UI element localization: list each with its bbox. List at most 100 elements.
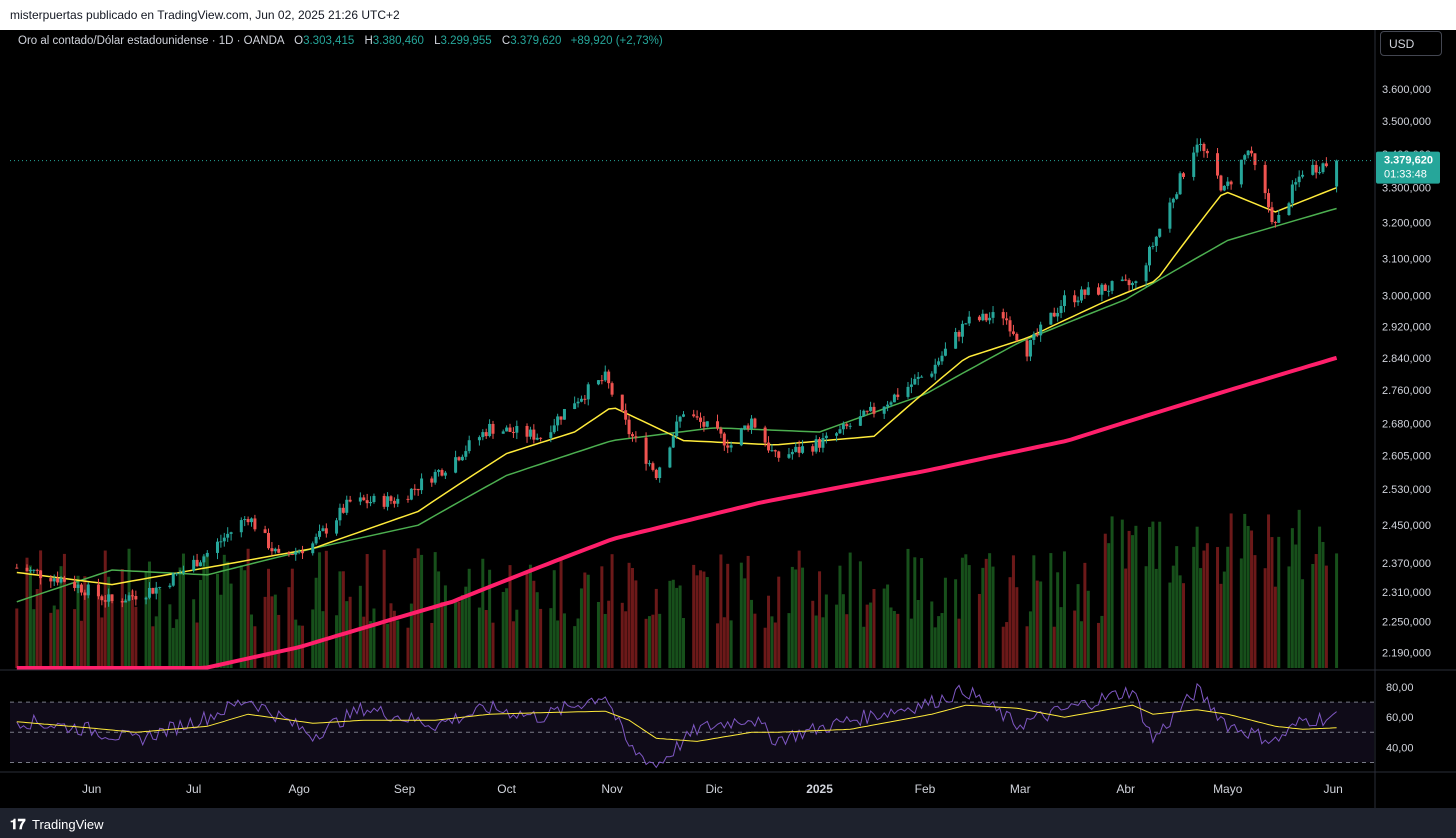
open-label: O [294,35,304,47]
candle-body [790,451,794,455]
volume-bar [916,600,920,668]
volume-bar [559,558,563,668]
candle-body [678,416,682,422]
chart-legend: Oro al contado/Dólar estadounidense · 1D… [18,35,663,47]
volume-bar [964,554,968,668]
rsi-line [16,682,1337,769]
volume-bar [263,596,267,668]
candle-body [243,519,247,521]
volume-bar [144,572,148,668]
volume-bar [147,561,151,668]
candle-body [583,398,587,400]
chart-frame[interactable] [0,30,1456,808]
volume-bar [1032,555,1036,668]
candle-body [1079,289,1083,301]
candle-body [1311,164,1315,175]
candle-body [76,584,80,588]
candle-body [62,578,66,582]
volume-bar [1073,610,1077,668]
candle-body [671,436,675,448]
volume-bar [335,615,339,668]
price-tick-label: 2.190,000 [1382,647,1431,659]
volume-bar [773,622,777,668]
candle-body [406,498,410,500]
price-tick-label: 2.530,000 [1382,484,1431,496]
candle-body [287,552,291,555]
candle-body [369,502,373,504]
volume-bar [202,555,206,668]
candle-body [96,584,100,597]
volume-bar [892,610,896,668]
volume-bar [627,562,631,668]
candle-body [644,437,648,464]
volume-bar [1205,543,1209,668]
volume-bar [821,617,825,668]
tradingview-logo-icon[interactable]: 𝟏𝟕 [10,816,26,832]
candle-body [869,406,873,412]
candle-body [1107,290,1111,292]
volume-bar [692,564,696,668]
candle-body [100,596,104,601]
candle-body [532,429,536,440]
volume-bar [250,614,254,668]
volume-bar [1246,526,1250,668]
candle-body [886,404,890,407]
volume-bar [1015,587,1019,668]
volume-bar [528,564,532,668]
volume-bar [1062,551,1066,668]
candle-body [324,528,328,534]
volume-bar [430,622,434,668]
candle-body [348,499,352,502]
time-tick-label: Sep [394,782,416,796]
volume-bar [457,601,461,668]
volume-bar [1083,562,1087,668]
candle-body [692,414,696,417]
candle-body [675,421,679,437]
candle-body [835,433,839,436]
price-tick-label: 2.680,000 [1382,419,1431,431]
candle-body [909,384,913,387]
volume-bar [1056,572,1060,668]
publisher-text: misterpuertas publicado en TradingView.c… [10,8,400,22]
currency-button[interactable]: USD [1380,31,1442,56]
footer-brand[interactable]: TradingView [32,817,104,832]
volume-bar [824,594,828,668]
candle-body [865,410,869,412]
volume-bar [838,565,842,668]
volume-bar [562,613,566,668]
volume-bar [1086,590,1090,668]
volume-bar [181,553,185,668]
volume-bar [620,602,624,668]
candle-body [481,432,485,438]
candle-body [1015,333,1019,341]
volume-bar [848,552,852,668]
candle-body [1205,150,1209,154]
candle-body [1253,153,1257,165]
volume-bar [960,557,964,668]
candle-body [491,423,495,434]
price-tick-label: 3.300,000 [1382,183,1431,195]
volume-bar [1287,566,1291,668]
symbol-label[interactable]: Oro al contado/Dólar estadounidense · 1D… [18,35,284,47]
volume-bar [511,621,515,668]
candle-body [52,578,56,582]
volume-bar [239,565,243,668]
candle-body [430,478,434,483]
volume-bar [488,569,492,668]
candle-body [630,434,634,437]
volume-bar [32,609,36,668]
volume-bar [790,566,794,668]
volume-bar [365,554,369,668]
volume-bar [1158,521,1162,668]
volume-bar [464,586,468,668]
volume-bar [86,588,90,668]
candle-body [818,439,822,448]
candle-body [464,451,468,457]
candle-body [705,421,709,427]
volume-bar [392,610,396,668]
candle-body [1127,280,1131,286]
candle-body [1049,312,1053,325]
rsi-tick-label: 60,00 [1386,712,1414,724]
candle-body [389,496,393,501]
